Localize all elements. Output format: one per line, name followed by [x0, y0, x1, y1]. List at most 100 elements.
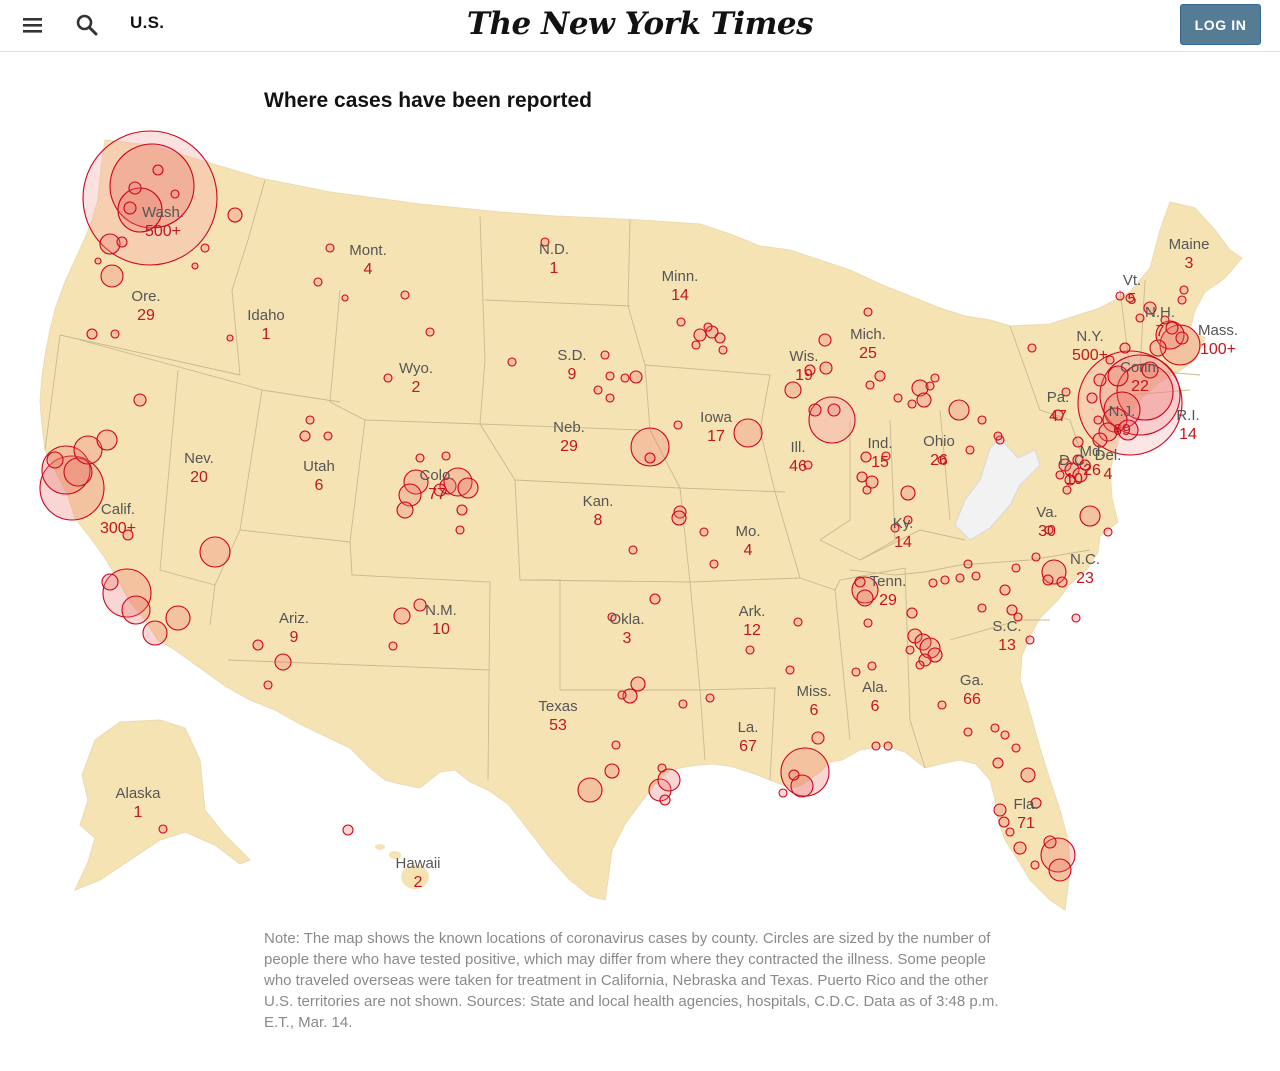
state-case-count: 47	[1049, 408, 1067, 425]
state-name-label: Colo.	[419, 467, 454, 484]
search-icon[interactable]	[74, 12, 100, 38]
state-case-count: 6	[871, 698, 880, 715]
case-circle	[862, 485, 872, 495]
state-case-count: 500+	[145, 223, 181, 240]
state-name-label: D.C.	[1059, 452, 1089, 469]
login-button[interactable]: LOG IN	[1180, 4, 1261, 45]
case-circle	[818, 333, 832, 347]
hamburger-menu-icon[interactable]	[20, 14, 46, 36]
state-name-label: Ga.	[960, 672, 984, 689]
case-circle	[96, 429, 118, 451]
case-circle	[1006, 604, 1018, 616]
case-circle	[1013, 612, 1023, 622]
case-circle	[1093, 373, 1107, 387]
case-circle	[971, 571, 981, 581]
state-case-count: 19	[795, 367, 813, 384]
state-name-label: Ark.	[739, 603, 766, 620]
state-name-label: Ariz.	[279, 610, 309, 627]
state-case-count: 14	[671, 287, 689, 304]
case-circle	[117, 187, 163, 233]
case-circle	[1044, 525, 1054, 535]
state-name-label: Neb.	[553, 419, 585, 436]
case-circle	[778, 788, 788, 798]
case-circle	[916, 392, 932, 408]
state-name-label: Iowa	[700, 409, 732, 426]
case-circle	[593, 385, 603, 395]
case-circle	[963, 559, 973, 569]
case-circle	[123, 201, 137, 215]
case-circle	[699, 527, 709, 537]
state-name-label: Wis.	[789, 348, 818, 365]
case-circle	[673, 420, 683, 430]
state-case-count: 1	[262, 326, 271, 343]
case-circle	[854, 576, 866, 588]
case-circle	[1117, 419, 1139, 441]
case-circle	[1099, 354, 1181, 436]
state-case-count: 14	[1179, 426, 1197, 443]
state-name-label: Ore.	[131, 288, 160, 305]
state-case-count: 77	[428, 486, 446, 503]
case-circle	[714, 332, 726, 344]
state-case-count: 7	[1156, 323, 1165, 340]
case-circle	[1042, 574, 1054, 586]
case-circle	[252, 639, 264, 651]
case-circle	[101, 573, 119, 591]
case-circle	[883, 741, 893, 751]
case-circle	[918, 653, 932, 667]
case-circle	[1105, 355, 1115, 365]
case-circle	[1040, 837, 1076, 873]
case-circle	[1175, 331, 1189, 345]
state-name-label: Ala.	[862, 679, 888, 696]
case-circle	[863, 618, 873, 628]
case-circle	[622, 688, 638, 704]
case-circle	[1056, 576, 1068, 588]
case-circle	[299, 430, 311, 442]
case-circle	[678, 699, 688, 709]
state-case-count: 67	[739, 738, 757, 755]
case-circle	[930, 373, 940, 383]
state-case-count: 69	[1113, 422, 1131, 439]
state-name-label: Hawaii	[395, 855, 440, 872]
west-virginia-shape	[954, 437, 1041, 541]
case-circle	[691, 340, 701, 350]
case-circle	[1079, 459, 1091, 471]
case-circle	[1061, 387, 1071, 397]
case-circle	[644, 452, 656, 464]
state-name-label: Nev.	[184, 450, 214, 467]
section-label[interactable]: U.S.	[130, 13, 165, 32]
case-circle	[693, 328, 707, 342]
state-case-count: 6	[315, 477, 324, 494]
alaska-shape	[74, 719, 251, 891]
case-circle	[630, 676, 646, 692]
case-circle	[116, 236, 128, 248]
nyt-logo[interactable]: The New York Times	[466, 6, 814, 42]
case-circle	[39, 455, 105, 521]
case-circle	[611, 740, 621, 750]
state-name-label: Wyo.	[399, 360, 433, 377]
case-circle	[413, 598, 427, 612]
case-circle	[403, 469, 429, 495]
case-circle	[1141, 361, 1159, 379]
state-case-count: 13	[998, 637, 1016, 654]
case-circle	[1092, 432, 1108, 448]
case-circle	[1064, 474, 1076, 486]
case-circle	[396, 501, 414, 519]
case-circle	[718, 345, 728, 355]
case-circle	[133, 393, 147, 407]
case-circle	[649, 593, 661, 605]
case-circle	[1000, 730, 1010, 740]
case-circle	[998, 816, 1010, 828]
state-case-count: 9	[290, 629, 299, 646]
case-circle	[919, 637, 941, 659]
case-circle	[121, 595, 151, 625]
case-circle	[1072, 467, 1088, 483]
case-circle	[1025, 635, 1035, 645]
case-circle	[733, 418, 763, 448]
state-name-label: Mont.	[349, 242, 387, 259]
case-circle	[863, 307, 873, 317]
case-circle	[605, 393, 615, 403]
case-circle	[1013, 841, 1027, 855]
state-case-count: 4	[364, 261, 373, 278]
state-name-label: La.	[738, 719, 759, 736]
case-circle	[803, 460, 813, 470]
